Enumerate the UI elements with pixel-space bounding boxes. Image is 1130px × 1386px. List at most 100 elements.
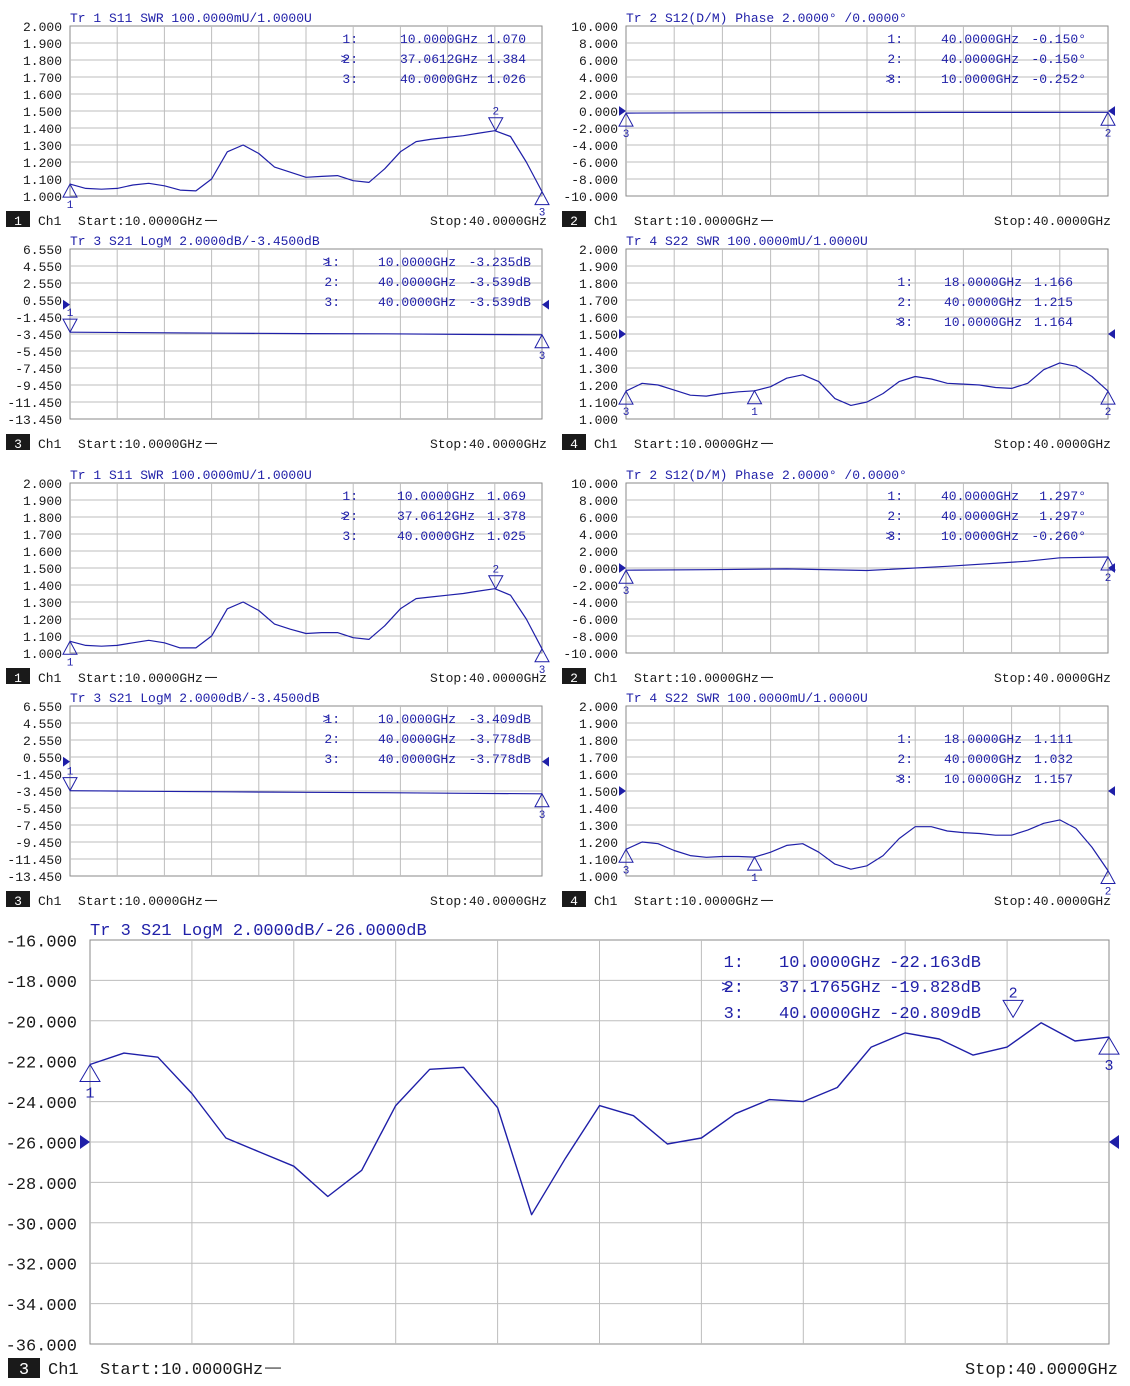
y-tick-label: -24.000	[6, 1095, 77, 1114]
y-tick-label: 2.550	[23, 277, 62, 292]
y-tick-label: 1.200	[23, 613, 62, 628]
channel-number-box	[6, 668, 30, 684]
marker-readout-frequency: 40.0000GHz	[378, 752, 456, 767]
chart-panel-6: 10.000 8.000 6.000 4.000 2.000 0.000 -2.000 -4.…	[562, 468, 1116, 686]
data-trace	[625, 111, 1109, 114]
ref-arrow-right	[1108, 106, 1115, 116]
marker-1-label: 1	[85, 1085, 94, 1102]
marker-1-triangle	[746, 856, 763, 871]
y-tick-label: -3.450	[15, 785, 62, 800]
active-marker-indicator: >	[895, 315, 903, 330]
ref-arrow-left	[619, 563, 626, 573]
active-marker-indicator: >	[885, 72, 893, 87]
marker-readout-number: 3:	[897, 772, 913, 787]
marker-1-label: 1	[67, 308, 74, 320]
channel-number: 2	[570, 214, 578, 229]
channel-number: 4	[570, 437, 578, 452]
y-tick-label: -16.000	[6, 933, 77, 952]
marker-readout-value: 1.032	[1034, 752, 1073, 767]
marker-3-triangle	[618, 848, 634, 863]
marker-3-triangle	[534, 792, 550, 808]
marker-1-triangle	[62, 640, 78, 655]
marker-readout-number: 1:	[324, 255, 340, 270]
y-tick-label: 6.000	[579, 511, 618, 526]
y-tick-label: 2.550	[23, 734, 62, 749]
y-tick-label: 10.000	[571, 477, 618, 492]
marker-1-triangle	[62, 777, 78, 792]
ref-arrow-right	[1109, 1135, 1119, 1149]
y-tick-label: 1.500	[579, 328, 618, 343]
y-tick-label: 8.000	[579, 494, 618, 509]
channel-label: Ch1	[594, 894, 618, 909]
trace-title: Tr 2 S12(D/M) Phase 2.0000° /0.0000°	[626, 11, 907, 26]
start-frequency: Start:10.0000GHz	[78, 671, 203, 686]
marker-readout-value: -3.235dB	[469, 255, 532, 270]
y-tick-label: -5.450	[15, 345, 62, 360]
marker-2-triangle	[1100, 390, 1116, 405]
stop-frequency: Stop:40.0000GHz	[994, 437, 1111, 452]
y-tick-label: 4.000	[579, 528, 618, 543]
y-tick-label: 4.550	[23, 717, 62, 732]
y-tick-label: 0.550	[23, 751, 62, 766]
marker-readout-frequency: 37.1765GHz	[779, 979, 881, 998]
y-tick-label: 1.400	[23, 579, 62, 594]
marker-3-label: 3	[623, 129, 630, 141]
marker-readout-value: -0.260°	[1031, 529, 1086, 544]
y-tick-label: 1.900	[579, 717, 618, 732]
trace-title: Tr 4 S22 SWR 100.0000mU/1.0000U	[626, 691, 868, 706]
channel-number-box	[562, 434, 586, 450]
y-tick-label: 1.700	[579, 751, 618, 766]
y-tick-label: 2.000	[579, 545, 618, 560]
active-marker-indicator: >	[340, 52, 348, 67]
marker-readout-frequency: 40.0000GHz	[378, 295, 456, 310]
y-tick-label: -20.000	[6, 1014, 77, 1033]
trace-title: Tr 4 S22 SWR 100.0000mU/1.0000U	[626, 234, 868, 249]
ref-arrow-left	[619, 329, 626, 339]
trace-title: Tr 2 S12(D/M) Phase 2.0000° /0.0000°	[626, 468, 907, 483]
marker-readout-number: 2:	[324, 732, 340, 747]
marker-readout-number: 2:	[724, 979, 744, 998]
y-tick-label: 10.000	[571, 20, 618, 35]
data-trace	[69, 790, 543, 795]
y-tick-label: -7.450	[15, 819, 62, 834]
marker-1-label: 1	[751, 407, 758, 419]
channel-number: 2	[570, 671, 578, 686]
ref-arrow-right	[1108, 329, 1115, 339]
chart-panel-9: -16.000 -18.000 -20.000 -22.000 -24.000 -26.0…	[6, 922, 1120, 1380]
marker-readout-number: 3:	[324, 295, 340, 310]
y-tick-label: -11.450	[7, 853, 62, 868]
marker-2-triangle	[1100, 555, 1116, 571]
marker-readout-value: 1.384	[487, 52, 526, 67]
marker-readout-value: -3.539dB	[469, 275, 532, 290]
marker-1-triangle	[79, 1063, 101, 1082]
marker-2-triangle	[1100, 111, 1116, 126]
start-frequency: Start:10.0000GHz	[634, 671, 759, 686]
y-tick-label: 1.800	[579, 277, 618, 292]
marker-3-triangle	[618, 390, 634, 405]
marker-readout-frequency: 18.0000GHz	[944, 732, 1022, 747]
stop-frequency: Stop:40.0000GHz	[430, 214, 547, 229]
marker-2-label: 2	[492, 107, 499, 119]
data-trace	[625, 362, 1109, 406]
marker-2-label: 2	[1105, 128, 1112, 140]
marker-readout-number: 2:	[887, 52, 903, 67]
y-tick-label: 1.600	[23, 545, 62, 560]
data-trace	[69, 588, 543, 650]
marker-1-label: 1	[67, 767, 74, 779]
marker-readout-number: 3:	[342, 72, 358, 87]
y-tick-label: -34.000	[6, 1297, 77, 1316]
marker-readout-number: 1:	[724, 954, 744, 973]
marker-readout-value: 1.025	[487, 529, 526, 544]
y-tick-label: -8.000	[571, 630, 618, 645]
start-frequency: Start:10.0000GHz	[634, 437, 759, 452]
marker-readout-frequency: 37.0612GHz	[400, 52, 478, 67]
marker-readout-value: 1.111	[1034, 732, 1073, 747]
marker-readout-frequency: 40.0000GHz	[397, 529, 475, 544]
trace-title: Tr 3 S21 LogM 2.0000dB/-3.4500dB	[70, 691, 320, 706]
marker-3-label: 3	[539, 208, 546, 220]
marker-3-label: 3	[539, 351, 546, 363]
data-trace	[89, 1022, 1110, 1216]
channel-number-box	[8, 1358, 40, 1378]
y-tick-label: -26.000	[6, 1135, 77, 1154]
